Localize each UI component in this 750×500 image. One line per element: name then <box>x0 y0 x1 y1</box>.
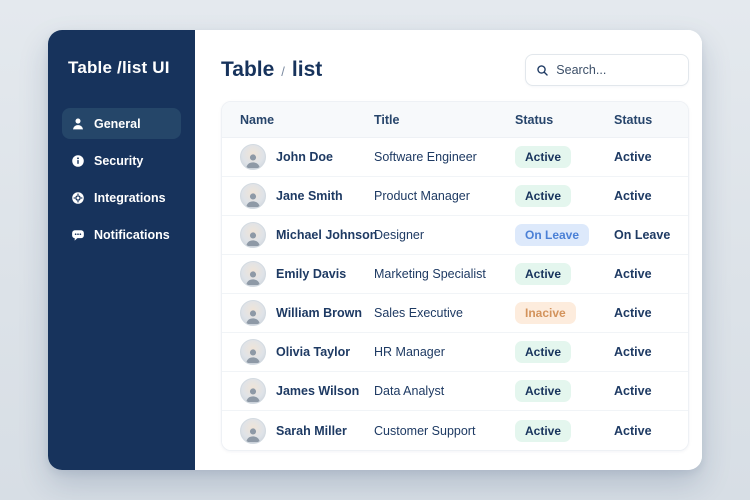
table-row[interactable]: John Doe Software Engineer Active Active <box>222 138 689 177</box>
sidebar-nav: General Security Integrations Notificati… <box>48 108 195 250</box>
table-row[interactable]: James Wilson Data Analyst Active Active <box>222 372 689 411</box>
avatar <box>240 417 266 444</box>
column-header-status: Status <box>515 112 554 127</box>
column-header-name: Name <box>240 112 275 127</box>
chat-icon <box>71 228 85 242</box>
sidebar-title: Table /list UI <box>68 58 170 77</box>
employee-title: Sales Executive <box>374 306 463 320</box>
name-cell: Olivia Taylor <box>240 339 374 365</box>
breadcrumb-separator: / <box>281 64 285 79</box>
sidebar-item-label: Notifications <box>94 227 170 242</box>
status-badge-cell: On Leave <box>515 224 614 246</box>
avatar <box>240 183 266 209</box>
status-badge-cell: Active <box>515 341 614 363</box>
table-row[interactable]: William Brown Sales Executive Inacive Ac… <box>222 294 689 333</box>
avatar <box>240 144 266 170</box>
breadcrumb: Table / list <box>221 58 322 82</box>
status-badge-cell: Active <box>515 185 614 207</box>
status-badge: Active <box>515 380 572 402</box>
table-body: John Doe Software Engineer Active Active… <box>222 138 689 450</box>
status-badge: Active <box>515 185 572 207</box>
status-text: Active <box>614 306 652 320</box>
status-text: On Leave <box>614 228 671 242</box>
sidebar-item-security[interactable]: Security <box>62 145 181 176</box>
name-cell: Emily Davis <box>240 261 374 287</box>
employee-title: Marketing Specialist <box>374 267 486 281</box>
status-text: Active <box>614 150 652 164</box>
sidebar: Table /list UI General Security Integrat… <box>48 30 195 470</box>
sidebar-item-label: General <box>94 116 141 131</box>
status-badge-cell: Active <box>515 419 614 442</box>
column-header-title: Title <box>374 112 400 127</box>
table-row[interactable]: Emily Davis Marketing Specialist Active … <box>222 255 689 294</box>
status-badge: On Leave <box>515 224 590 246</box>
avatar <box>240 300 266 326</box>
employee-name: Emily Davis <box>276 267 347 281</box>
employee-name: Jane Smith <box>276 189 343 203</box>
employee-name: William Brown <box>276 306 363 320</box>
avatar <box>240 222 266 248</box>
breadcrumb-main: Table <box>221 58 275 81</box>
employee-title: Data Analyst <box>374 384 445 398</box>
sidebar-item-notifications[interactable]: Notifications <box>62 219 181 250</box>
status-badge: Active <box>515 146 572 168</box>
main-content: Table / list Name Title Status Status <box>195 30 702 470</box>
status-badge: Active <box>515 419 572 442</box>
name-cell: James Wilson <box>240 378 374 404</box>
table-row[interactable]: Jane Smith Product Manager Active Active <box>222 177 689 216</box>
employee-title: Product Manager <box>374 189 470 203</box>
user-icon <box>71 117 85 131</box>
avatar <box>240 378 266 404</box>
sidebar-item-general[interactable]: General <box>62 108 181 139</box>
status-badge-cell: Active <box>515 146 614 168</box>
search-box[interactable] <box>525 54 690 86</box>
status-text: Active <box>614 189 652 203</box>
status-badge: Inacive <box>515 302 576 324</box>
app-card: Table /list UI General Security Integrat… <box>48 30 702 470</box>
breadcrumb-sub: list <box>291 58 323 81</box>
status-badge-cell: Active <box>515 263 614 285</box>
status-text: Active <box>614 384 652 398</box>
employee-table: Name Title Status Status John Doe Softwa… <box>221 101 690 451</box>
status-badge-cell: Inacive <box>515 302 614 324</box>
employee-title: Designer <box>374 228 425 242</box>
avatar <box>240 339 266 365</box>
employee-title: Customer Support <box>374 423 476 438</box>
search-icon <box>536 64 549 77</box>
employee-name: Olivia Taylor <box>276 345 351 359</box>
name-cell: Sarah Miller <box>240 417 374 444</box>
search-input[interactable] <box>556 63 679 77</box>
employee-name: Michael Johnson <box>276 228 378 242</box>
main-header: Table / list <box>221 54 690 86</box>
name-cell: William Brown <box>240 300 374 326</box>
table-row[interactable]: Michael Johnson Designer On Leave On Lea… <box>222 216 689 255</box>
name-cell: Michael Johnson <box>240 222 378 248</box>
name-cell: Jane Smith <box>240 183 374 209</box>
table-row[interactable]: Sarah Miller Customer Support Active Act… <box>222 411 689 450</box>
gear-icon <box>71 191 85 205</box>
table-header-row: Name Title Status Status <box>222 102 689 138</box>
employee-name: James Wilson <box>276 384 360 398</box>
employee-name: John Doe <box>276 150 333 164</box>
info-icon <box>71 154 85 168</box>
avatar <box>240 261 266 287</box>
sidebar-item-label: Integrations <box>94 190 166 205</box>
column-header-status2: Status <box>614 112 653 127</box>
employee-name: Sarah Miller <box>276 423 347 438</box>
name-cell: John Doe <box>240 144 374 170</box>
table-row[interactable]: Olivia Taylor HR Manager Active Active <box>222 333 689 372</box>
status-text: Active <box>614 423 652 438</box>
status-badge-cell: Active <box>515 380 614 402</box>
status-badge: Active <box>515 341 572 363</box>
employee-title: HR Manager <box>374 345 445 359</box>
sidebar-item-integrations[interactable]: Integrations <box>62 182 181 213</box>
status-badge: Active <box>515 263 572 285</box>
status-text: Active <box>614 267 652 281</box>
sidebar-item-label: Security <box>94 153 144 168</box>
status-text: Active <box>614 345 652 359</box>
employee-title: Software Engineer <box>374 150 477 164</box>
